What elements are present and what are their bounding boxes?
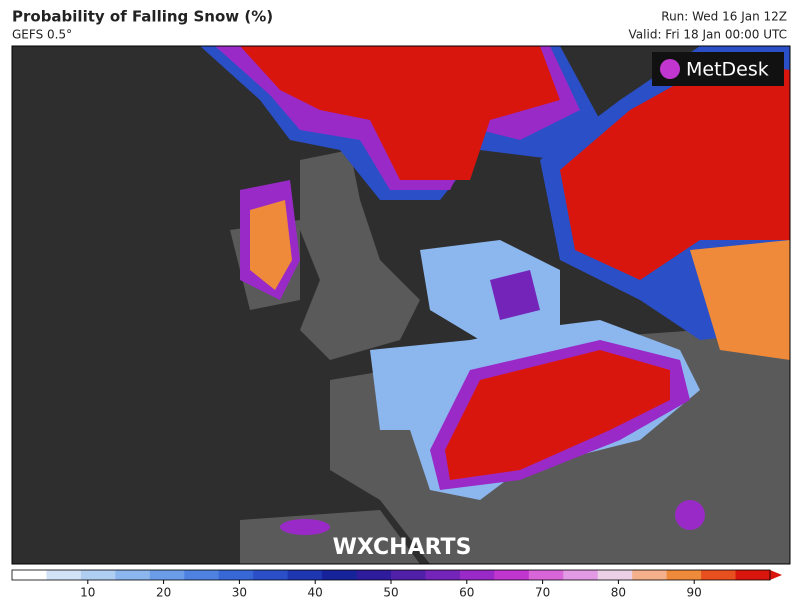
snow-zone (675, 500, 705, 530)
colorbar-tick-label: 30 (232, 586, 247, 600)
colorbar-swatch (253, 570, 289, 580)
map: MetDesk WXCHARTS (11, 45, 791, 565)
colorbar-swatch (735, 570, 771, 580)
colorbar-tick-label: 10 (80, 586, 95, 600)
colorbar-tick-label: 40 (308, 586, 323, 600)
colorbar-tick-label: 80 (611, 586, 626, 600)
colorbar-swatch (563, 570, 599, 580)
colorbar-swatch (666, 570, 702, 580)
colorbar-swatch (356, 570, 392, 580)
logo-icon (660, 59, 680, 79)
colorbar-swatch (597, 570, 633, 580)
snow-zone (420, 240, 560, 340)
colorbar-tick-label: 20 (156, 586, 171, 600)
colorbar: 10 20 30 40 50 60 70 80 90 (11, 569, 782, 600)
colorbar-swatch (287, 570, 323, 580)
subtitle: GEFS 0.5° (12, 28, 72, 42)
colorbar-tick-label: 70 (535, 586, 550, 600)
title: Probability of Falling Snow (%) (12, 8, 273, 26)
colorbar-tick-label: 50 (383, 586, 398, 600)
colorbar-swatch (425, 570, 461, 580)
watermark: WXCHARTS (333, 535, 472, 560)
colorbar-swatch (218, 570, 254, 580)
snow-zone (490, 270, 540, 320)
colorbar-swatch (115, 570, 151, 580)
colorbar-swatch (494, 570, 530, 580)
colorbar-swatch (528, 570, 564, 580)
colorbar-tick-label: 90 (687, 586, 702, 600)
snow-zone (240, 46, 560, 180)
colorbar-swatch (701, 570, 737, 580)
map-frame (11, 45, 791, 565)
snow-zone (690, 240, 790, 360)
land (300, 150, 420, 360)
colorbar-swatch (632, 570, 668, 580)
colorbar-swatch (459, 570, 495, 580)
colorbar-swatch (46, 570, 82, 580)
snow-zone (445, 350, 670, 480)
valid-time: Valid: Fri 18 Jan 00:00 UTC (629, 28, 787, 42)
snow-zone (560, 60, 790, 280)
run-time: Run: Wed 16 Jan 12Z (661, 10, 787, 24)
colorbar-swatch (322, 570, 358, 580)
colorbar-swatch (12, 570, 47, 580)
snow-zone (250, 200, 292, 290)
colorbar-swatch (80, 570, 116, 580)
colorbar-tick-label: 60 (459, 586, 474, 600)
logo: MetDesk (686, 59, 769, 81)
colorbar-swatch (149, 570, 185, 580)
colorbar-swatch (391, 570, 426, 580)
colorbar-swatch (184, 570, 220, 580)
colorbar-arrow (770, 570, 782, 580)
snow-zone (280, 519, 330, 535)
